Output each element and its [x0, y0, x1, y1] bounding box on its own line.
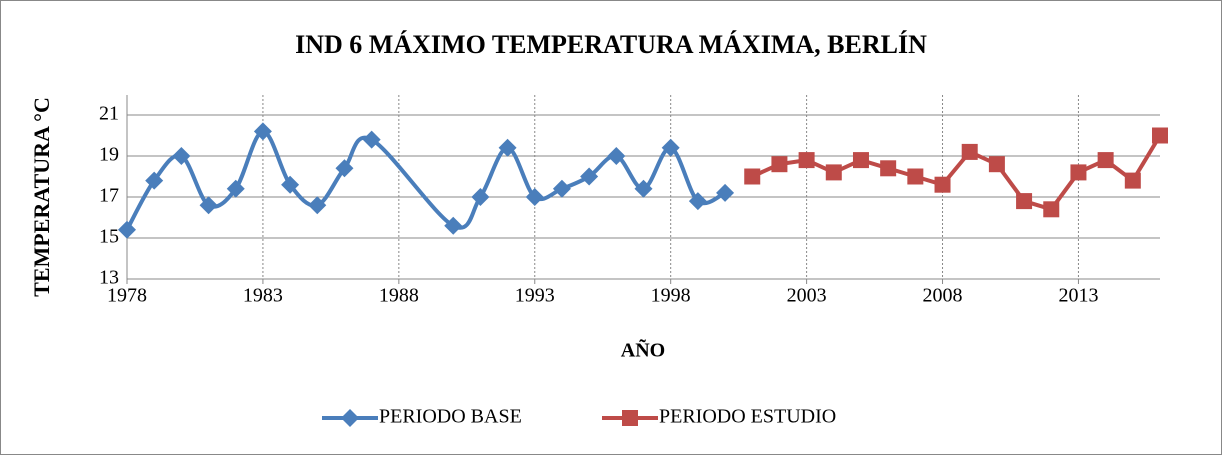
- series-line: [125, 129, 726, 231]
- y-tick-label: 15: [99, 226, 119, 248]
- data-point: [1043, 201, 1060, 218]
- data-point: [907, 168, 924, 185]
- y-tick-label: 17: [99, 185, 119, 207]
- data-point: [934, 176, 951, 193]
- data-point: [661, 138, 680, 157]
- data-point: [744, 168, 761, 185]
- x-tick-label: 1978: [107, 285, 147, 307]
- data-point: [880, 160, 897, 177]
- y-axis-label: TEMPERATURA °C: [29, 97, 54, 297]
- data-point: [308, 196, 327, 215]
- x-tick-label: 2003: [787, 285, 827, 307]
- data-point: [335, 159, 354, 178]
- series-line: [751, 134, 1162, 212]
- x-axis-label: AÑO: [621, 339, 665, 362]
- data-point: [362, 130, 381, 149]
- data-point: [525, 188, 544, 206]
- legend-marker: [341, 409, 359, 427]
- x-tick-label: 1998: [651, 285, 691, 307]
- data-point: [172, 147, 191, 165]
- data-point: [688, 192, 707, 211]
- data-point: [1152, 127, 1168, 144]
- x-tick-label: 1988: [379, 285, 419, 307]
- legend-label: PERIODO ESTUDIO: [659, 406, 836, 428]
- y-tick-label: 21: [99, 103, 119, 125]
- chart-title: IND 6 MÁXIMO TEMPERATURA MÁXIMA, BERLÍN: [295, 30, 927, 59]
- y-tick-label: 19: [99, 144, 119, 166]
- x-tick-label: 1993: [515, 285, 555, 307]
- data-point: [552, 179, 571, 198]
- data-point: [253, 122, 272, 141]
- data-point: [471, 188, 490, 206]
- data-point: [226, 179, 245, 198]
- data-point: [1124, 172, 1141, 189]
- data-point: [852, 152, 869, 169]
- data-point: [988, 156, 1005, 173]
- data-point: [961, 143, 978, 160]
- data-point: [199, 196, 218, 215]
- data-point: [118, 220, 136, 239]
- data-point: [771, 156, 788, 173]
- data-point: [825, 164, 842, 181]
- data-point: [1016, 193, 1033, 210]
- legend-label: PERIODO BASE: [379, 406, 522, 428]
- data-point: [444, 216, 463, 235]
- data-point: [607, 147, 626, 165]
- data-point: [281, 175, 300, 194]
- x-tick-label: 2008: [923, 285, 963, 307]
- data-point: [1097, 152, 1114, 169]
- data-point: [716, 183, 735, 202]
- legend-marker: [622, 410, 638, 426]
- x-tick-label: 1983: [243, 285, 283, 307]
- x-tick-label: 2013: [1058, 285, 1098, 307]
- data-point: [798, 152, 815, 169]
- data-point: [498, 138, 517, 157]
- data-point: [1070, 164, 1087, 181]
- data-point: [145, 171, 164, 190]
- data-point: [580, 167, 599, 186]
- y-tick-label: 13: [99, 267, 119, 289]
- data-point: [634, 179, 653, 198]
